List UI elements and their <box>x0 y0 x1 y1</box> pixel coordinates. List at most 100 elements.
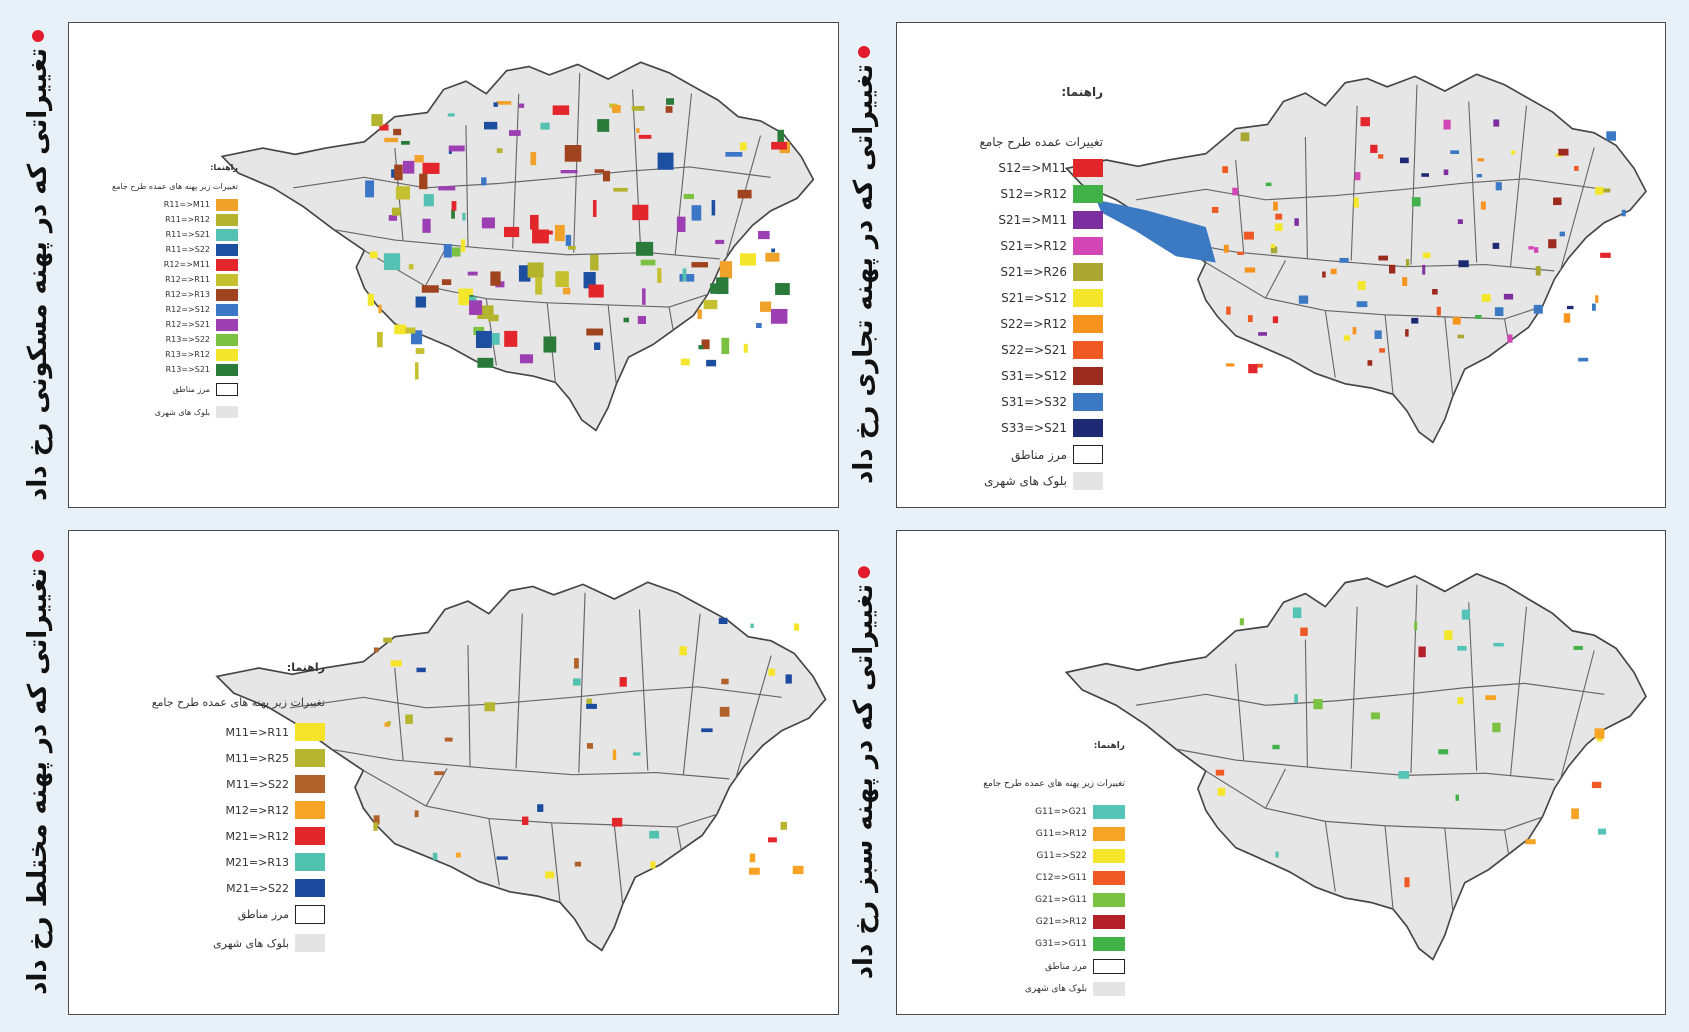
change-patch <box>1313 699 1323 710</box>
legend-item-label: G11=>S22 <box>1036 851 1087 861</box>
change-patch <box>1258 332 1267 336</box>
change-patch <box>411 330 423 345</box>
change-patch <box>1273 201 1278 211</box>
change-patch <box>775 283 790 296</box>
legend-item: S22=>R12 <box>913 311 1103 337</box>
district-boundary <box>1350 105 1358 261</box>
change-patch <box>1354 172 1361 181</box>
change-patch <box>612 104 621 113</box>
change-patch <box>623 317 629 323</box>
legend-help: راهنما: <box>210 163 238 172</box>
change-patch <box>1244 267 1256 273</box>
change-patch <box>1248 364 1258 374</box>
legend-item: S22=>S21 <box>913 337 1103 363</box>
change-patch <box>519 354 534 364</box>
change-patch <box>1300 627 1308 636</box>
change-patch <box>1418 646 1426 658</box>
change-patch <box>1292 607 1302 619</box>
change-patch <box>737 189 752 199</box>
legend-item: G11=>G21 <box>945 801 1125 823</box>
title-residential: تغییراتی که در پهنه مسکونی رخ داد <box>20 22 56 508</box>
title-green-text: تغییراتی که در پهنه سبز رخ داد <box>849 565 879 979</box>
legend-blocks: بلوک های شهری <box>85 934 325 952</box>
change-patch <box>1398 770 1410 779</box>
legend-item: M21=>R13 <box>85 849 325 875</box>
change-patch <box>1240 132 1250 142</box>
change-patch <box>504 330 518 347</box>
legend-item-label: R11=>S22 <box>165 245 210 254</box>
district-boundary <box>1265 768 1286 809</box>
change-patch <box>770 308 788 324</box>
title-mixed: تغییراتی که در پهنه مختلط رخ داد <box>20 530 56 1015</box>
change-patch <box>477 357 494 368</box>
change-patch <box>631 106 645 111</box>
legend-swatch <box>295 853 325 871</box>
change-patch <box>680 358 690 366</box>
change-patch <box>760 301 772 312</box>
change-patch <box>637 315 647 324</box>
change-patch <box>1450 150 1460 155</box>
change-patch <box>447 113 455 117</box>
change-patch <box>1492 722 1501 733</box>
legend-item-label: S22=>S21 <box>1001 343 1067 357</box>
change-patch <box>743 343 748 353</box>
tehran-map-commercial <box>1064 73 1647 444</box>
change-patch <box>518 265 531 282</box>
legend-item: G11=>S22 <box>945 845 1125 867</box>
change-patch <box>1356 301 1368 308</box>
change-patch <box>421 285 439 293</box>
legend-swatch <box>1073 185 1103 203</box>
change-patch <box>1379 348 1385 353</box>
change-patch <box>532 229 549 244</box>
change-patch <box>414 155 424 163</box>
legend-swatch <box>1093 871 1125 885</box>
legend-swatch <box>216 243 238 256</box>
change-patch <box>469 300 483 315</box>
change-patch <box>383 637 392 643</box>
change-patch <box>1477 158 1485 162</box>
change-patch <box>1422 252 1431 259</box>
change-patch <box>597 119 610 132</box>
legend-swatch <box>1093 805 1125 819</box>
change-patch <box>543 336 557 353</box>
change-patch <box>1443 119 1451 130</box>
change-patch <box>373 647 379 653</box>
legend-swatch <box>1073 419 1103 437</box>
change-patch <box>1217 787 1226 796</box>
change-patch <box>416 667 426 673</box>
change-patch <box>490 271 501 286</box>
change-patch <box>1457 645 1467 651</box>
district-boundary <box>1444 827 1454 912</box>
blocks-swatch <box>1073 472 1103 490</box>
change-patch <box>496 148 503 154</box>
change-patch <box>567 246 576 250</box>
change-patch <box>527 262 544 278</box>
change-patch <box>588 284 604 298</box>
change-patch <box>365 180 375 198</box>
change-patch <box>384 722 390 727</box>
legend-item: R11=>M11 <box>88 197 238 212</box>
change-patch <box>481 217 495 229</box>
change-patch <box>394 164 403 181</box>
legend-item-label: M21=>R12 <box>225 829 289 843</box>
legend-blocks-label: بلوک های شهری <box>984 474 1067 488</box>
change-patch <box>1256 363 1263 368</box>
change-patch <box>1339 257 1349 263</box>
legend-item-label: R12=>S21 <box>165 320 210 329</box>
change-patch <box>456 852 461 858</box>
city-outline <box>1064 73 1647 444</box>
change-patch <box>771 141 787 150</box>
district-boundary <box>1136 682 1605 706</box>
change-patch <box>434 771 445 776</box>
change-patch <box>765 252 780 262</box>
change-patch <box>590 254 599 271</box>
legend-item: S21=>R26 <box>913 259 1103 285</box>
change-patch <box>1367 360 1373 366</box>
legend-item: S21=>R12 <box>913 233 1103 259</box>
title-commercial-text: تغییراتی که در پهنه تجاری رخ داد <box>849 46 879 484</box>
change-patch <box>1511 150 1516 155</box>
change-patch <box>739 253 757 266</box>
change-patch <box>1533 247 1539 253</box>
blocks-swatch <box>216 406 238 418</box>
change-patch <box>1378 154 1384 159</box>
